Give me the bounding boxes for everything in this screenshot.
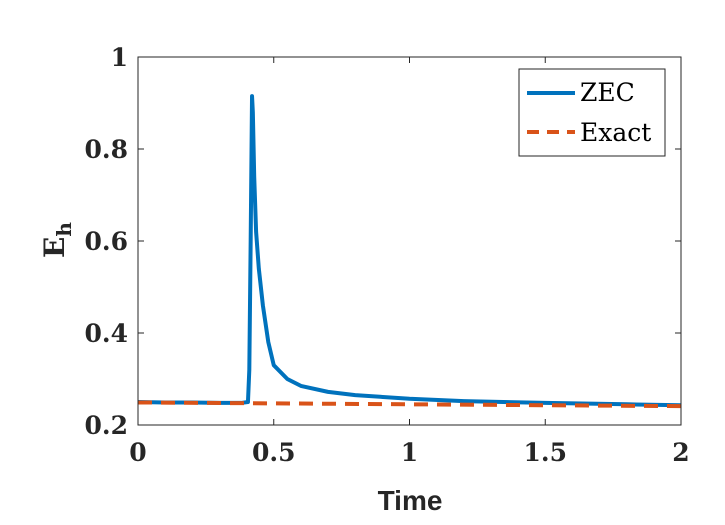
y-axis-label: Eh <box>38 222 76 258</box>
x-tick-label: 0 <box>129 438 146 467</box>
x-axis-label: Time <box>378 485 443 516</box>
x-tick-label: 0.5 <box>252 438 296 467</box>
legend-label-zec: ZEC <box>580 78 635 107</box>
y-tick-label: 0.8 <box>85 135 129 164</box>
y-tick-label: 0.4 <box>85 319 129 348</box>
axis-ticks: 0 0.5 1 1.5 2 0.2 0.4 0.6 0.8 1 <box>85 43 690 467</box>
legend: ZEC Exact <box>518 68 666 157</box>
y-tick-label: 0.2 <box>85 411 129 440</box>
y-tick-label: 1 <box>111 43 128 72</box>
x-tick-label: 1 <box>401 438 418 467</box>
y-axis-label-main: E <box>38 237 71 258</box>
legend-box <box>518 68 666 157</box>
y-tick-label: 0.6 <box>85 227 129 256</box>
y-axis-label-subscript: h <box>52 222 76 237</box>
x-tick-label: 1.5 <box>524 438 568 467</box>
series-layer <box>137 94 682 409</box>
legend-label-exact: Exact <box>580 118 651 147</box>
x-tick-label: 2 <box>672 438 689 467</box>
